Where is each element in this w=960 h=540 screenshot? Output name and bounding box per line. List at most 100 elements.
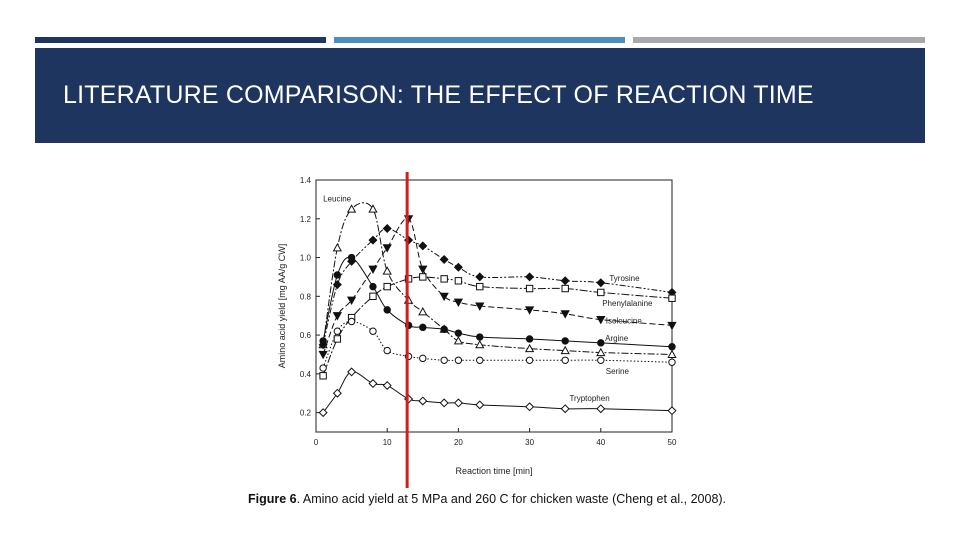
data-point — [475, 272, 485, 282]
data-point — [382, 380, 392, 390]
x-tick-label: 10 — [383, 438, 392, 447]
data-point — [333, 327, 342, 335]
data-point — [332, 388, 342, 398]
data-point — [382, 223, 392, 233]
data-point — [667, 406, 677, 416]
data-point — [525, 402, 535, 412]
x-tick-label: 40 — [596, 438, 605, 447]
data-point — [439, 254, 449, 264]
data-point — [382, 266, 392, 275]
x-tick-label: 0 — [314, 438, 319, 447]
data-point — [524, 306, 535, 315]
plot-frame — [315, 179, 673, 433]
data-point — [524, 343, 535, 353]
data-point — [597, 339, 605, 347]
data-point — [560, 310, 570, 319]
data-point — [596, 347, 606, 357]
x-tick-label: 50 — [668, 438, 677, 447]
data-point — [383, 306, 391, 314]
data-point — [440, 356, 448, 364]
data-point — [318, 350, 328, 360]
data-point — [346, 296, 357, 306]
data-point — [561, 337, 569, 345]
data-point — [319, 364, 327, 372]
data-point — [525, 272, 535, 282]
data-point — [347, 367, 357, 377]
data-point — [419, 354, 427, 363]
data-point — [369, 292, 377, 301]
caption-text: . Amino acid yield at 5 MPa and 260 C fo… — [296, 492, 727, 506]
data-point — [419, 273, 427, 281]
y-tick-label: 1.0 — [300, 254, 312, 263]
data-point — [668, 294, 676, 302]
data-point — [418, 265, 428, 274]
data-point — [525, 356, 534, 364]
data-point — [453, 398, 463, 408]
accent-bar-blue — [334, 37, 625, 43]
data-point — [440, 325, 448, 333]
data-point — [418, 396, 428, 406]
data-point — [453, 298, 464, 307]
data-point — [596, 316, 606, 325]
caption-label: Figure 6 — [248, 492, 297, 506]
data-point — [668, 358, 676, 366]
data-point — [561, 356, 569, 364]
series-phenylalanine — [319, 273, 676, 380]
data-point — [419, 323, 427, 332]
data-point — [333, 335, 342, 343]
data-point — [475, 400, 485, 410]
series-labels: Leucine Tyrosine Phenylalanine Isoleucine Ar… — [323, 194, 653, 403]
data-point — [596, 278, 606, 288]
data-point — [368, 379, 378, 389]
data-point — [453, 262, 463, 272]
data-point — [475, 339, 485, 349]
y-tick-label: 1.2 — [300, 215, 312, 224]
y-tick-label: 0.8 — [300, 292, 312, 301]
title-banner: LITERATURE COMPARISON: THE EFFECT OF REA… — [35, 48, 925, 143]
data-point — [440, 275, 448, 283]
x-tick-label: 20 — [454, 438, 463, 447]
axis-ticks: 0 10 20 30 40 50 0.2 0.4 0.6 0.8 1.0 1.2 1.4 — [300, 176, 677, 447]
data-point — [476, 333, 484, 341]
data-point — [476, 356, 484, 364]
series-label: Serine — [606, 367, 630, 376]
data-point — [454, 277, 463, 285]
series-layer — [318, 202, 677, 418]
series-label: Tyrosine — [609, 274, 640, 283]
data-point — [369, 327, 377, 335]
amino-acid-yield-chart: 0 10 20 30 40 50 0.2 0.4 0.6 0.8 1.0 1.2 1.4 Leucine… — [277, 172, 677, 488]
data-point — [560, 345, 570, 355]
figure-caption: Figure 6. Amino acid yield at 5 MPa and … — [248, 491, 768, 507]
y-tick-label: 0.4 — [300, 370, 312, 379]
accent-bar-dark — [35, 37, 326, 43]
data-point — [596, 404, 606, 414]
data-point — [597, 288, 605, 297]
data-point — [319, 372, 327, 380]
data-point — [525, 284, 534, 293]
y-tick-label: 1.4 — [300, 176, 312, 185]
series-label: Isoleucine — [606, 316, 643, 325]
data-point — [368, 265, 378, 274]
data-point — [383, 282, 391, 291]
y-tick-label: 0.2 — [300, 409, 312, 418]
data-point — [439, 398, 449, 408]
y-tick-label: 0.6 — [300, 331, 312, 340]
data-point — [561, 284, 569, 293]
series-serine — [319, 317, 676, 372]
series-label: Phenylalanine — [602, 299, 653, 308]
data-point — [347, 317, 356, 326]
data-point — [475, 302, 485, 311]
accent-bar-gray — [633, 37, 925, 43]
y-axis-label: Amino acid yield [mg AA/g CW] — [277, 244, 287, 369]
series-label: Leucine — [323, 194, 352, 203]
data-point — [332, 243, 343, 252]
data-point — [347, 253, 356, 262]
series-label: Argine — [605, 334, 629, 343]
data-point — [453, 336, 464, 345]
x-tick-label: 30 — [525, 438, 534, 447]
data-point — [560, 404, 570, 414]
data-point — [418, 306, 428, 316]
data-point — [667, 349, 677, 359]
data-point — [668, 343, 676, 351]
data-point — [368, 235, 378, 245]
